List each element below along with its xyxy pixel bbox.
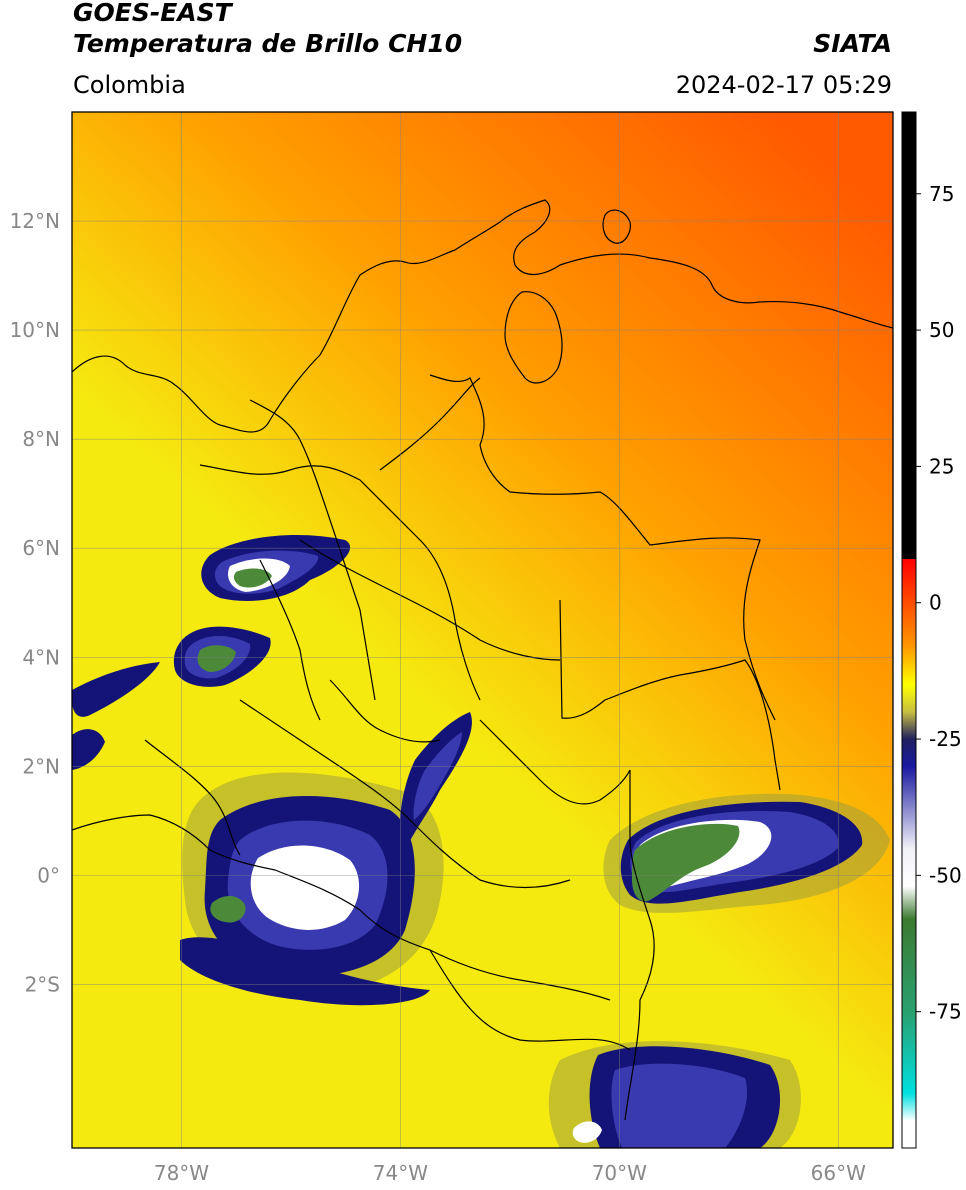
latitude-tick-label: 10°N — [10, 318, 60, 342]
temperature-background — [72, 112, 893, 1148]
map-plot-area — [72, 112, 893, 1148]
cloud-shape — [197, 645, 236, 672]
caribbean-coastline — [72, 199, 893, 433]
department-border-4 — [239, 699, 571, 889]
cloud-cluster-pacific — [72, 626, 271, 770]
colorbar-fill — [902, 112, 916, 1148]
cloud-shape — [632, 823, 740, 902]
longitude-tick-label: 66°W — [811, 1161, 866, 1185]
colorbar-tick-label: 25 — [929, 454, 954, 478]
cloud-cluster-amazon-west — [182, 772, 444, 996]
cloud-shape — [233, 568, 272, 588]
colorbar-tick-label: -75 — [929, 1000, 962, 1024]
latitude-tick-label: 2°S — [25, 972, 60, 996]
colorbar-ticks: 75 50 25 0 -25 -50 -75 — [916, 182, 962, 1024]
cloud-shape — [413, 732, 462, 820]
department-border-6 — [379, 377, 481, 471]
borders-layer — [72, 199, 893, 1121]
cloud-shape — [72, 729, 105, 770]
map-frame — [71, 111, 894, 1149]
cloud-shape — [250, 845, 360, 930]
department-border-5 — [144, 739, 241, 856]
cloud-band-central — [180, 712, 472, 1006]
latitude-tick-label: 8°N — [22, 427, 60, 451]
longitude-ticks: 78°W 74°W 70°W 66°W — [154, 1161, 866, 1185]
department-border-9 — [259, 559, 321, 721]
department-border-1 — [199, 464, 481, 701]
cloud-shape — [210, 896, 246, 923]
cloud-layer — [72, 535, 890, 1148]
cloud-shape — [180, 937, 430, 1006]
colombia-peru-border — [429, 949, 631, 1051]
title-line-1: GOES-EAST — [73, 0, 232, 27]
region-label: Colombia — [73, 71, 186, 99]
paraguana-peninsula — [602, 209, 631, 244]
colorbar-tick-label: 75 — [929, 182, 954, 206]
department-border-3 — [299, 539, 561, 661]
colorbar-frame — [901, 111, 917, 1149]
ecuador-peru-border — [72, 814, 611, 1001]
department-border-8 — [329, 679, 441, 743]
cloud-cluster-south — [548, 1041, 801, 1148]
colorbar-tick-label: -50 — [929, 863, 962, 887]
latitude-tick-label: 12°N — [10, 209, 60, 233]
datetime-label: 2024-02-17 05:29 — [675, 71, 892, 99]
department-border-2 — [249, 399, 376, 701]
maracaibo-lake — [504, 291, 563, 384]
latitude-ticks: 12°N 10°N 8°N 6°N 4°N 2°N 0° 2°S — [10, 209, 60, 996]
cloud-shape — [611, 1063, 748, 1148]
longitude-tick-label: 70°W — [592, 1161, 647, 1185]
colorbar-tick-label: 50 — [929, 318, 954, 342]
brazil-border — [559, 599, 781, 1121]
latitude-tick-label: 2°N — [22, 754, 60, 778]
agency-label: SIATA — [813, 29, 892, 58]
colorbar: 75 50 25 0 -25 -50 -75 — [901, 111, 962, 1149]
department-border-7 — [479, 719, 631, 805]
colorbar-tick-label: 0 — [929, 591, 942, 615]
latitude-tick-label: 6°N — [22, 536, 60, 560]
venezuela-border — [429, 374, 776, 721]
cloud-cluster-east — [603, 793, 890, 913]
colorbar-tick-label: -25 — [929, 727, 962, 751]
cloud-shape — [72, 662, 160, 717]
title-line-2: Temperatura de Brillo CH10 — [73, 29, 463, 58]
cloud-shape — [572, 1121, 602, 1143]
latitude-tick-label: 4°N — [22, 645, 60, 669]
gridlines — [72, 112, 893, 1148]
latitude-tick-label: 0° — [37, 863, 60, 887]
longitude-tick-label: 74°W — [373, 1161, 428, 1185]
longitude-tick-label: 78°W — [154, 1161, 209, 1185]
